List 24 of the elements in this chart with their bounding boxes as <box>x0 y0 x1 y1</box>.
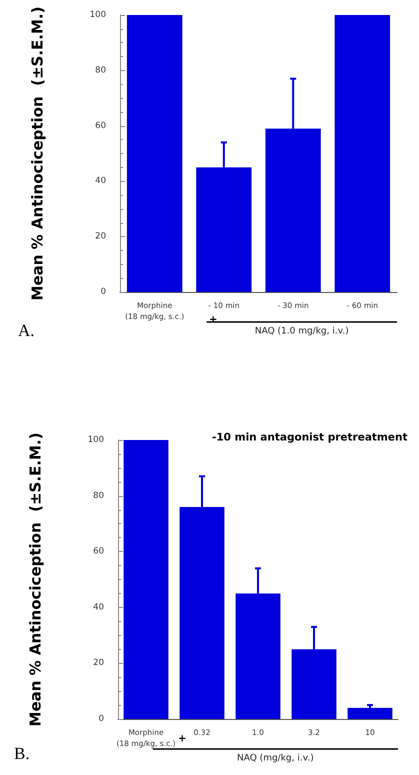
x-axis-title: NAQ (mg/kg, i.v.) <box>237 754 314 764</box>
y-tick-label: 20 <box>95 232 106 242</box>
y-tick-label: 80 <box>95 65 106 76</box>
bar <box>348 708 392 719</box>
y-tick-label: 20 <box>93 658 104 668</box>
y-tick-label: 100 <box>88 435 104 445</box>
y-tick-label: 0 <box>98 714 104 724</box>
bar <box>124 440 168 719</box>
annotation: -10 min antagonist pretreatment <box>212 432 408 444</box>
y-tick-label: 60 <box>95 120 106 131</box>
y-tick-label: 100 <box>90 10 106 20</box>
text: B. <box>14 744 30 763</box>
x-axis-title: NAQ (1.0 mg/kg, i.v.) <box>254 326 349 336</box>
text: + <box>178 734 186 744</box>
bar <box>334 15 390 292</box>
text: A. <box>18 321 35 340</box>
y-tick-label: 40 <box>93 602 104 612</box>
bar <box>126 15 182 292</box>
y-axis-title: Mean % Antinociception (±S.E.M.) <box>26 432 44 726</box>
y-tick-label: 60 <box>93 546 104 557</box>
y-tick-label: 40 <box>95 176 106 186</box>
y-axis-title: Mean % Antinociception (±S.E.M.) <box>28 6 46 300</box>
y-tick-label: 0 <box>100 287 106 297</box>
y-tick-label: 80 <box>93 490 104 501</box>
